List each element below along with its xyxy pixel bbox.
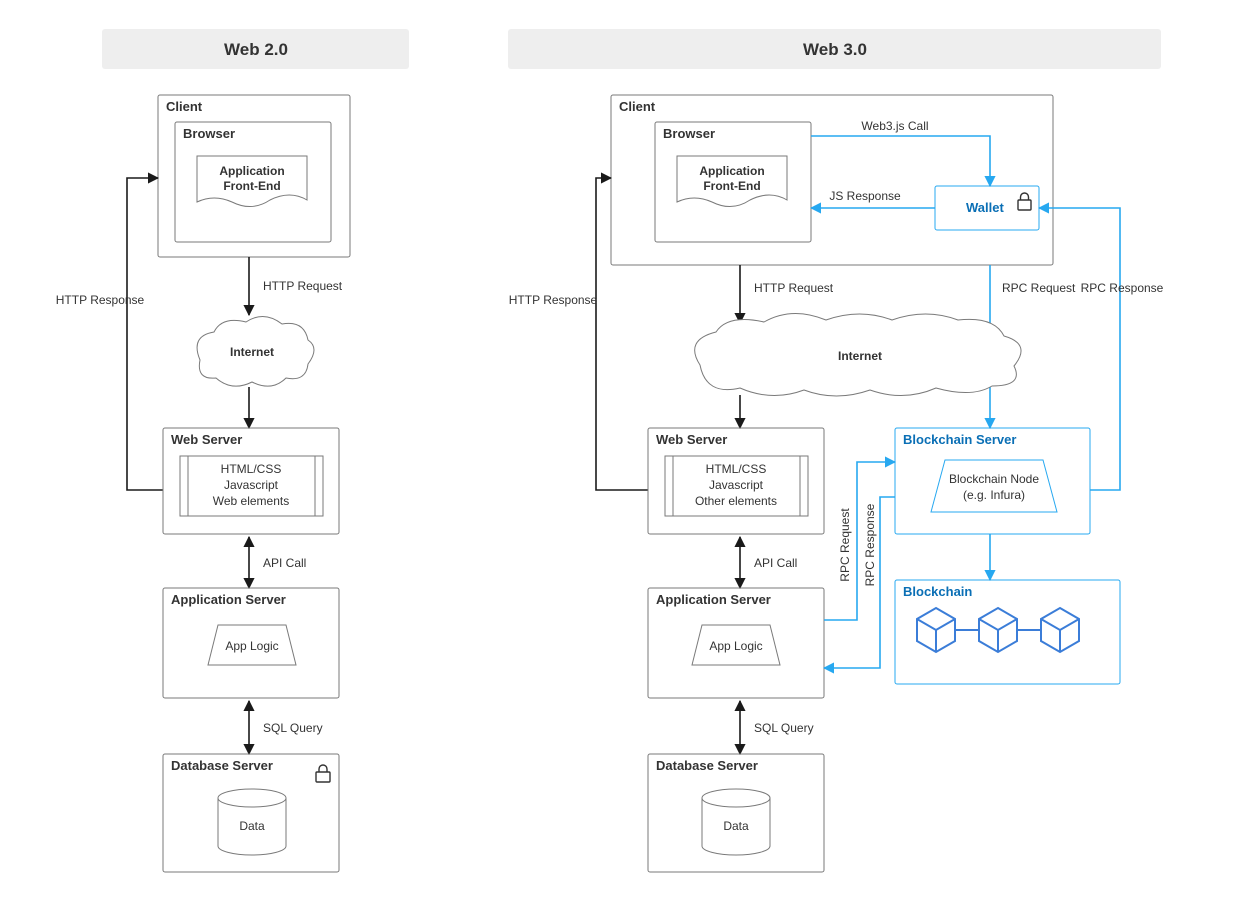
w3-edge-rpc-req-wallet: RPC Request bbox=[1002, 281, 1076, 295]
w2-applogic-label: App Logic bbox=[225, 639, 278, 653]
w3-applogic-label: App Logic bbox=[709, 639, 762, 653]
w3-ws-l3: Other elements bbox=[695, 494, 777, 508]
w3-arrow-rpc-resp-app bbox=[824, 497, 895, 668]
w2-dbserver-label: Database Server bbox=[171, 758, 273, 773]
w3-edge-api: API Call bbox=[754, 556, 797, 570]
w3-edge-http-resp: HTTP Response bbox=[509, 293, 598, 307]
w2-ws-l1: HTML/CSS bbox=[221, 462, 282, 476]
w3-arrow-rpc-req-app bbox=[824, 462, 895, 620]
w3-edge-http-req: HTTP Request bbox=[754, 281, 834, 295]
w3-dbserver-label: Database Server bbox=[656, 758, 758, 773]
w2-ws-l2: Javascript bbox=[224, 478, 279, 492]
w3-bcnode-shape bbox=[931, 460, 1057, 512]
w3-bcserver-label: Blockchain Server bbox=[903, 432, 1016, 447]
web3-title: Web 3.0 bbox=[803, 40, 867, 59]
w2-edge-sql: SQL Query bbox=[263, 721, 323, 735]
w3-bcnode-l1: Blockchain Node bbox=[949, 472, 1039, 486]
w3-edge-web3js: Web3.js Call bbox=[861, 119, 928, 133]
web2-column: Client Browser Application Front-End HTT… bbox=[56, 95, 350, 872]
w2-edge-http-req: HTTP Request bbox=[263, 279, 343, 293]
w2-edge-http-resp: HTTP Response bbox=[56, 293, 145, 307]
web3-column: Client Browser Application Front-End Wal… bbox=[509, 95, 1164, 872]
w3-arrow-web3js bbox=[811, 136, 990, 186]
w3-app-front-1: Application bbox=[699, 164, 764, 178]
w2-webserver-label: Web Server bbox=[171, 432, 242, 447]
w2-data-label: Data bbox=[239, 819, 265, 833]
w3-ws-l1: HTML/CSS bbox=[706, 462, 767, 476]
w3-appserver-label: Application Server bbox=[656, 592, 771, 607]
w3-edge-rpc-resp-wallet: RPC Response bbox=[1081, 281, 1164, 295]
w3-arrow-rpc-resp-wallet bbox=[1039, 208, 1120, 490]
w2-edge-api: API Call bbox=[263, 556, 306, 570]
w3-ws-l2: Javascript bbox=[709, 478, 764, 492]
web2-browser-label: Browser bbox=[183, 126, 235, 141]
w3-edge-rpc-req-app: RPC Request bbox=[838, 508, 852, 582]
w2-internet-label: Internet bbox=[230, 345, 274, 359]
w2-app-front-2: Front-End bbox=[223, 179, 280, 193]
w3-webserver-label: Web Server bbox=[656, 432, 727, 447]
w2-ws-l3: Web elements bbox=[213, 494, 289, 508]
w3-edge-jsresp: JS Response bbox=[829, 189, 901, 203]
lock-icon bbox=[316, 765, 330, 782]
w3-bcnode-l2: (e.g. Infura) bbox=[963, 488, 1025, 502]
blockchain-cubes-icon bbox=[917, 608, 1079, 652]
w3-wallet-label: Wallet bbox=[966, 200, 1004, 215]
w3-app-front-2: Front-End bbox=[703, 179, 760, 193]
web2-client-label: Client bbox=[166, 99, 203, 114]
web2-title: Web 2.0 bbox=[224, 40, 288, 59]
w3-internet-label: Internet bbox=[838, 349, 882, 363]
w3-arrow-http-resp bbox=[596, 178, 648, 490]
w3-data-label: Data bbox=[723, 819, 749, 833]
w3-client-label: Client bbox=[619, 99, 656, 114]
w3-edge-sql: SQL Query bbox=[754, 721, 814, 735]
w3-browser-label: Browser bbox=[663, 126, 715, 141]
w3-edge-rpc-resp-app: RPC Response bbox=[863, 503, 877, 586]
w3-blockchain-label: Blockchain bbox=[903, 584, 972, 599]
w2-app-front-1: Application bbox=[219, 164, 284, 178]
w2-appserver-label: Application Server bbox=[171, 592, 286, 607]
